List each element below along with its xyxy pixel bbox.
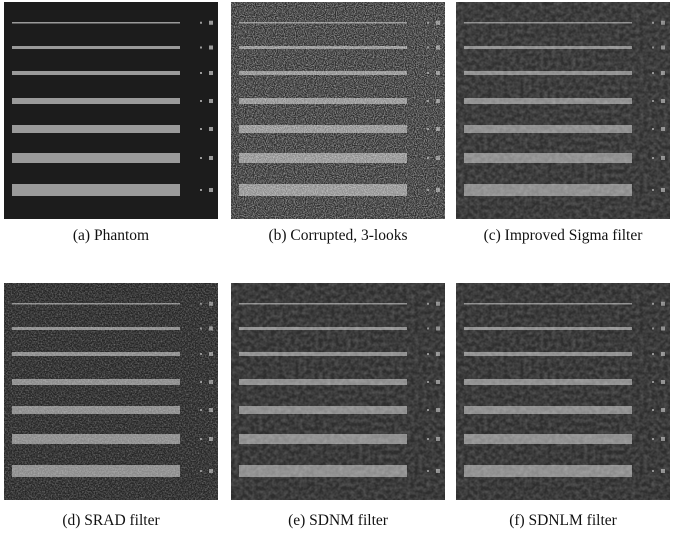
dot: [209, 46, 213, 50]
noise-overlay: [231, 2, 445, 219]
dot: [200, 72, 202, 74]
panel-caption: (e) SDNM filter: [288, 512, 389, 529]
panel-caption: (d) SRAD filter: [62, 512, 160, 529]
stripe: [12, 184, 180, 196]
panel-caption: (f) SDNLM filter: [509, 512, 617, 529]
dot: [209, 127, 213, 131]
image-panel: [4, 283, 218, 500]
stripe: [12, 153, 180, 163]
dot: [200, 100, 202, 102]
dot: [200, 47, 202, 49]
panel-caption: (c) Improved Sigma filter: [484, 227, 644, 244]
stripe: [12, 46, 180, 49]
noise-overlay: [456, 283, 670, 500]
noise-overlay: [231, 283, 445, 500]
image-panel: [231, 2, 445, 219]
dot: [209, 21, 213, 25]
image-panel: [456, 2, 670, 219]
figure: (a) Phantom (b) Corrupted, 3-looks (c) Imp…: [0, 0, 673, 542]
stripe: [12, 71, 180, 75]
image-panel: [231, 283, 445, 500]
dot: [209, 188, 213, 192]
dot: [209, 71, 213, 75]
stripe: [12, 125, 180, 133]
dot: [209, 99, 213, 103]
stripe: [12, 22, 180, 24]
dot: [200, 128, 202, 130]
image-panel: [456, 283, 670, 500]
dot: [209, 156, 213, 160]
dot: [200, 189, 202, 191]
stripe: [12, 98, 180, 104]
dot: [200, 157, 202, 159]
panel-caption: (a) Phantom: [73, 227, 149, 244]
panel-caption: (b) Corrupted, 3-looks: [268, 227, 407, 244]
dot: [200, 22, 202, 24]
noise-overlay: [456, 2, 670, 219]
image-panel: [4, 2, 218, 219]
noise-overlay: [4, 283, 218, 500]
